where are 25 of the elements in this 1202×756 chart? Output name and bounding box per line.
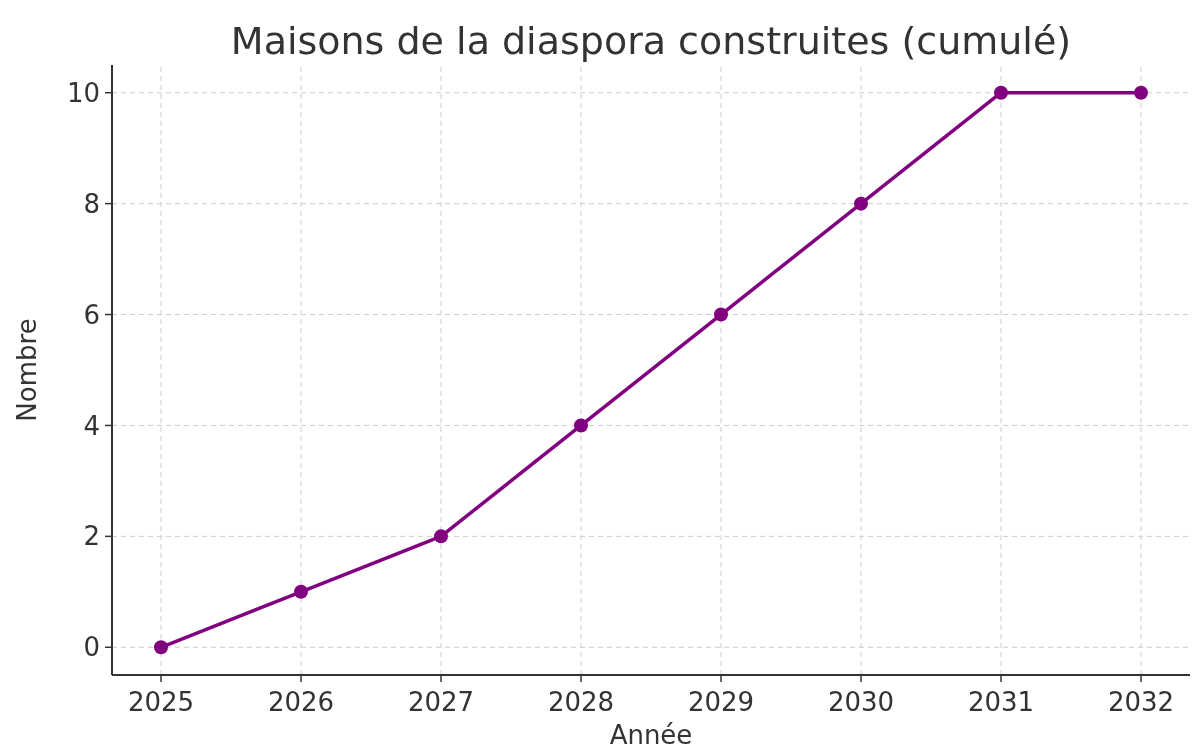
x-tick-label: 2031 — [967, 687, 1035, 717]
y-tick-label: 0 — [83, 632, 100, 663]
y-tick-label: 4 — [83, 410, 100, 441]
y-tick-label: 6 — [83, 299, 100, 330]
y-tick-label: 2 — [83, 521, 100, 552]
y-tick-label: 8 — [83, 188, 100, 219]
point — [994, 85, 1008, 100]
point — [434, 529, 448, 544]
point — [854, 196, 868, 211]
point — [714, 307, 728, 322]
x-tick-label: 2027 — [407, 687, 475, 717]
y-axis-title: Nombre — [12, 318, 42, 422]
point — [294, 584, 308, 599]
x-tick-label: 2030 — [827, 687, 895, 717]
point — [154, 640, 168, 655]
point — [574, 418, 588, 433]
chart-title: Maisons de la diaspora construites (cumulé) — [230, 19, 1072, 63]
point — [1134, 85, 1148, 100]
x-tick-label: 2028 — [547, 687, 615, 717]
x-tick-label: 2026 — [267, 687, 335, 717]
y-tick-label: 10 — [66, 77, 100, 108]
x-tick-label: 2032 — [1107, 687, 1175, 717]
x-tick-label: 2025 — [127, 687, 195, 717]
x-tick-label: 2029 — [687, 687, 755, 717]
x-axis-title: Année — [609, 720, 693, 750]
